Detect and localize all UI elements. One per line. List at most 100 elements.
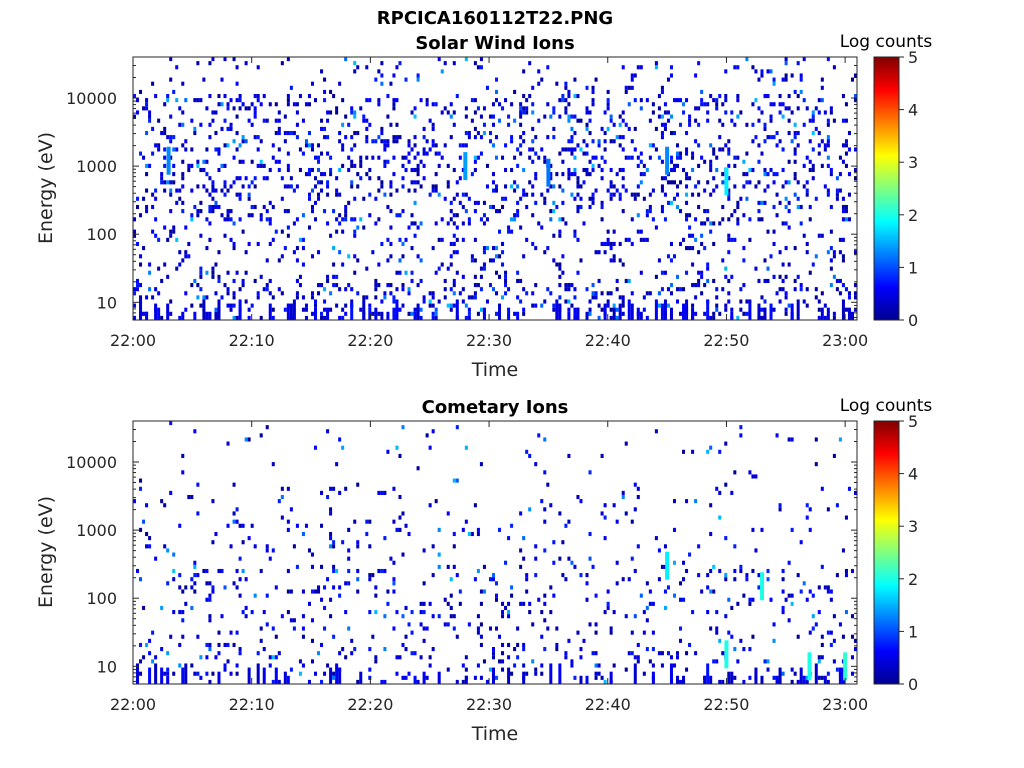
heatmap-cell <box>651 647 655 652</box>
heatmap-cell <box>356 540 360 545</box>
heatmap-cell <box>392 135 396 140</box>
heatmap-cell <box>368 519 372 524</box>
heatmap-cell <box>208 618 212 623</box>
heatmap-cell <box>452 303 456 308</box>
heatmap-cell <box>298 147 302 152</box>
heatmap-cell <box>609 626 613 631</box>
heatmap-cell <box>190 163 194 168</box>
heatmap-cell <box>585 106 589 111</box>
heatmap-cell <box>835 196 839 201</box>
heatmap-cell <box>501 295 505 300</box>
heatmap-cell <box>561 188 565 193</box>
heatmap-cell <box>274 118 278 123</box>
heatmap-cell <box>570 303 574 308</box>
heatmap-cell <box>697 163 701 168</box>
heatmap-cell <box>401 155 405 160</box>
heatmap-cell <box>431 246 435 251</box>
heatmap-cell <box>787 209 791 214</box>
heatmap-cell <box>697 180 701 185</box>
heatmap-cell <box>778 200 782 205</box>
heatmap-cell <box>582 221 586 226</box>
heatmap-cell <box>208 581 212 586</box>
heatmap-cell <box>564 299 568 304</box>
heatmap-cell <box>682 675 686 684</box>
heatmap-cell <box>558 151 562 156</box>
heatmap-cell <box>519 110 523 115</box>
heatmap-cell <box>274 159 278 164</box>
heatmap-cell <box>829 246 833 251</box>
heatmap-cell <box>142 246 146 251</box>
heatmap-cell <box>205 270 209 275</box>
heatmap-cell <box>386 601 390 606</box>
heatmap-cell <box>691 155 695 160</box>
heatmap-cell <box>464 192 468 197</box>
heatmap-cell <box>434 499 438 504</box>
heatmap-cell <box>519 564 523 569</box>
heatmap-cell <box>685 213 689 218</box>
heatmap-cell <box>718 568 722 574</box>
heatmap-cell <box>163 180 167 185</box>
heatmap-cell <box>742 159 746 164</box>
heatmap-cell <box>407 151 411 156</box>
heatmap-cell <box>274 667 278 684</box>
heatmap-cell <box>549 610 553 615</box>
heatmap-cell <box>214 110 218 115</box>
heatmap-cell <box>350 163 354 168</box>
heatmap-cell <box>594 671 598 676</box>
heatmap-cell <box>736 659 740 664</box>
heatmap-cell <box>838 250 842 255</box>
heatmap-cell <box>202 159 206 164</box>
heatmap-cell <box>413 167 417 173</box>
heatmap-cell <box>826 139 830 144</box>
heatmap-cell <box>443 622 447 627</box>
heatmap-cell <box>685 651 689 656</box>
heatmap-cell <box>431 122 435 127</box>
heatmap-cell <box>573 287 577 292</box>
heatmap-cell <box>567 519 571 524</box>
heatmap-cell <box>482 307 486 320</box>
heatmap-cell <box>603 241 607 247</box>
heatmap-cell <box>799 221 803 226</box>
heatmap-cell <box>317 585 321 590</box>
heatmap-cell <box>181 470 185 475</box>
heatmap-cell <box>323 209 327 214</box>
heatmap-cell <box>476 630 480 635</box>
heatmap-cell <box>715 98 719 103</box>
heatmap-cell <box>407 188 411 193</box>
heatmap-cell <box>455 213 459 218</box>
heatmap-cell <box>552 126 556 131</box>
heatmap-cell <box>772 77 776 82</box>
heatmap-cell <box>425 102 429 107</box>
heatmap-cell <box>422 601 426 606</box>
heatmap-cell <box>669 73 673 78</box>
heatmap-cell <box>205 147 209 152</box>
heatmap-cell <box>748 470 752 475</box>
heatmap-cell <box>431 188 435 193</box>
heatmap-cell <box>784 180 788 185</box>
heatmap-cell <box>760 200 764 205</box>
heatmap-cell <box>778 274 782 279</box>
heatmap-cell <box>576 204 580 210</box>
heatmap-cell <box>268 200 272 205</box>
heatmap-cell <box>552 307 556 312</box>
heatmap-cell <box>618 295 622 300</box>
heatmap-cell <box>706 585 710 590</box>
heatmap-cell <box>660 651 664 656</box>
heatmap-cell <box>784 73 788 78</box>
heatmap-cell <box>826 507 830 512</box>
heatmap-cell <box>250 122 254 127</box>
heatmap-cell <box>359 163 363 168</box>
heatmap-cell <box>389 209 393 214</box>
heatmap-cell <box>374 278 378 284</box>
heatmap-cell <box>142 106 146 111</box>
heatmap-cell <box>410 270 414 275</box>
heatmap-cell <box>706 209 710 214</box>
heatmap-cell <box>401 283 405 288</box>
heatmap-cell <box>796 130 800 136</box>
heatmap-cell <box>567 638 571 643</box>
heatmap-cell <box>730 237 734 242</box>
heatmap-cell <box>208 647 212 652</box>
heatmap-cell <box>793 122 797 127</box>
heatmap-cell <box>365 531 369 537</box>
